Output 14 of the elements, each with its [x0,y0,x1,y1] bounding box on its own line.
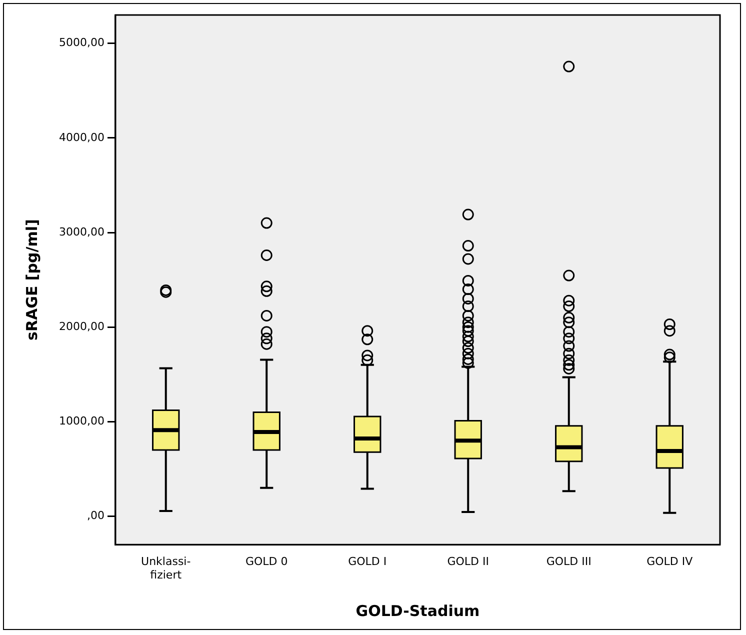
y-tick-label: 2000,00 [58,320,104,333]
y-tick-label: 1000,00 [58,414,104,428]
x-tick-label: GOLD 0 [245,555,288,568]
x-tick-label: GOLD III [546,555,592,568]
x-axis-title: GOLD-Stadium [356,602,480,620]
y-tick-label: 3000,00 [58,225,104,238]
x-tick-label: GOLD I [348,555,387,568]
y-tick-label: 5000,00 [58,36,104,50]
x-tick-label: GOLD II [447,555,490,568]
x-tick-label: GOLD IV [646,555,694,568]
y-axis-title: sRAGE [pg/ml] [22,219,41,340]
y-tick-label: ,00 [86,509,104,522]
x-tick-label: Unklassi-fiziert [141,555,191,582]
y-tick-label: 4000,00 [58,130,104,144]
